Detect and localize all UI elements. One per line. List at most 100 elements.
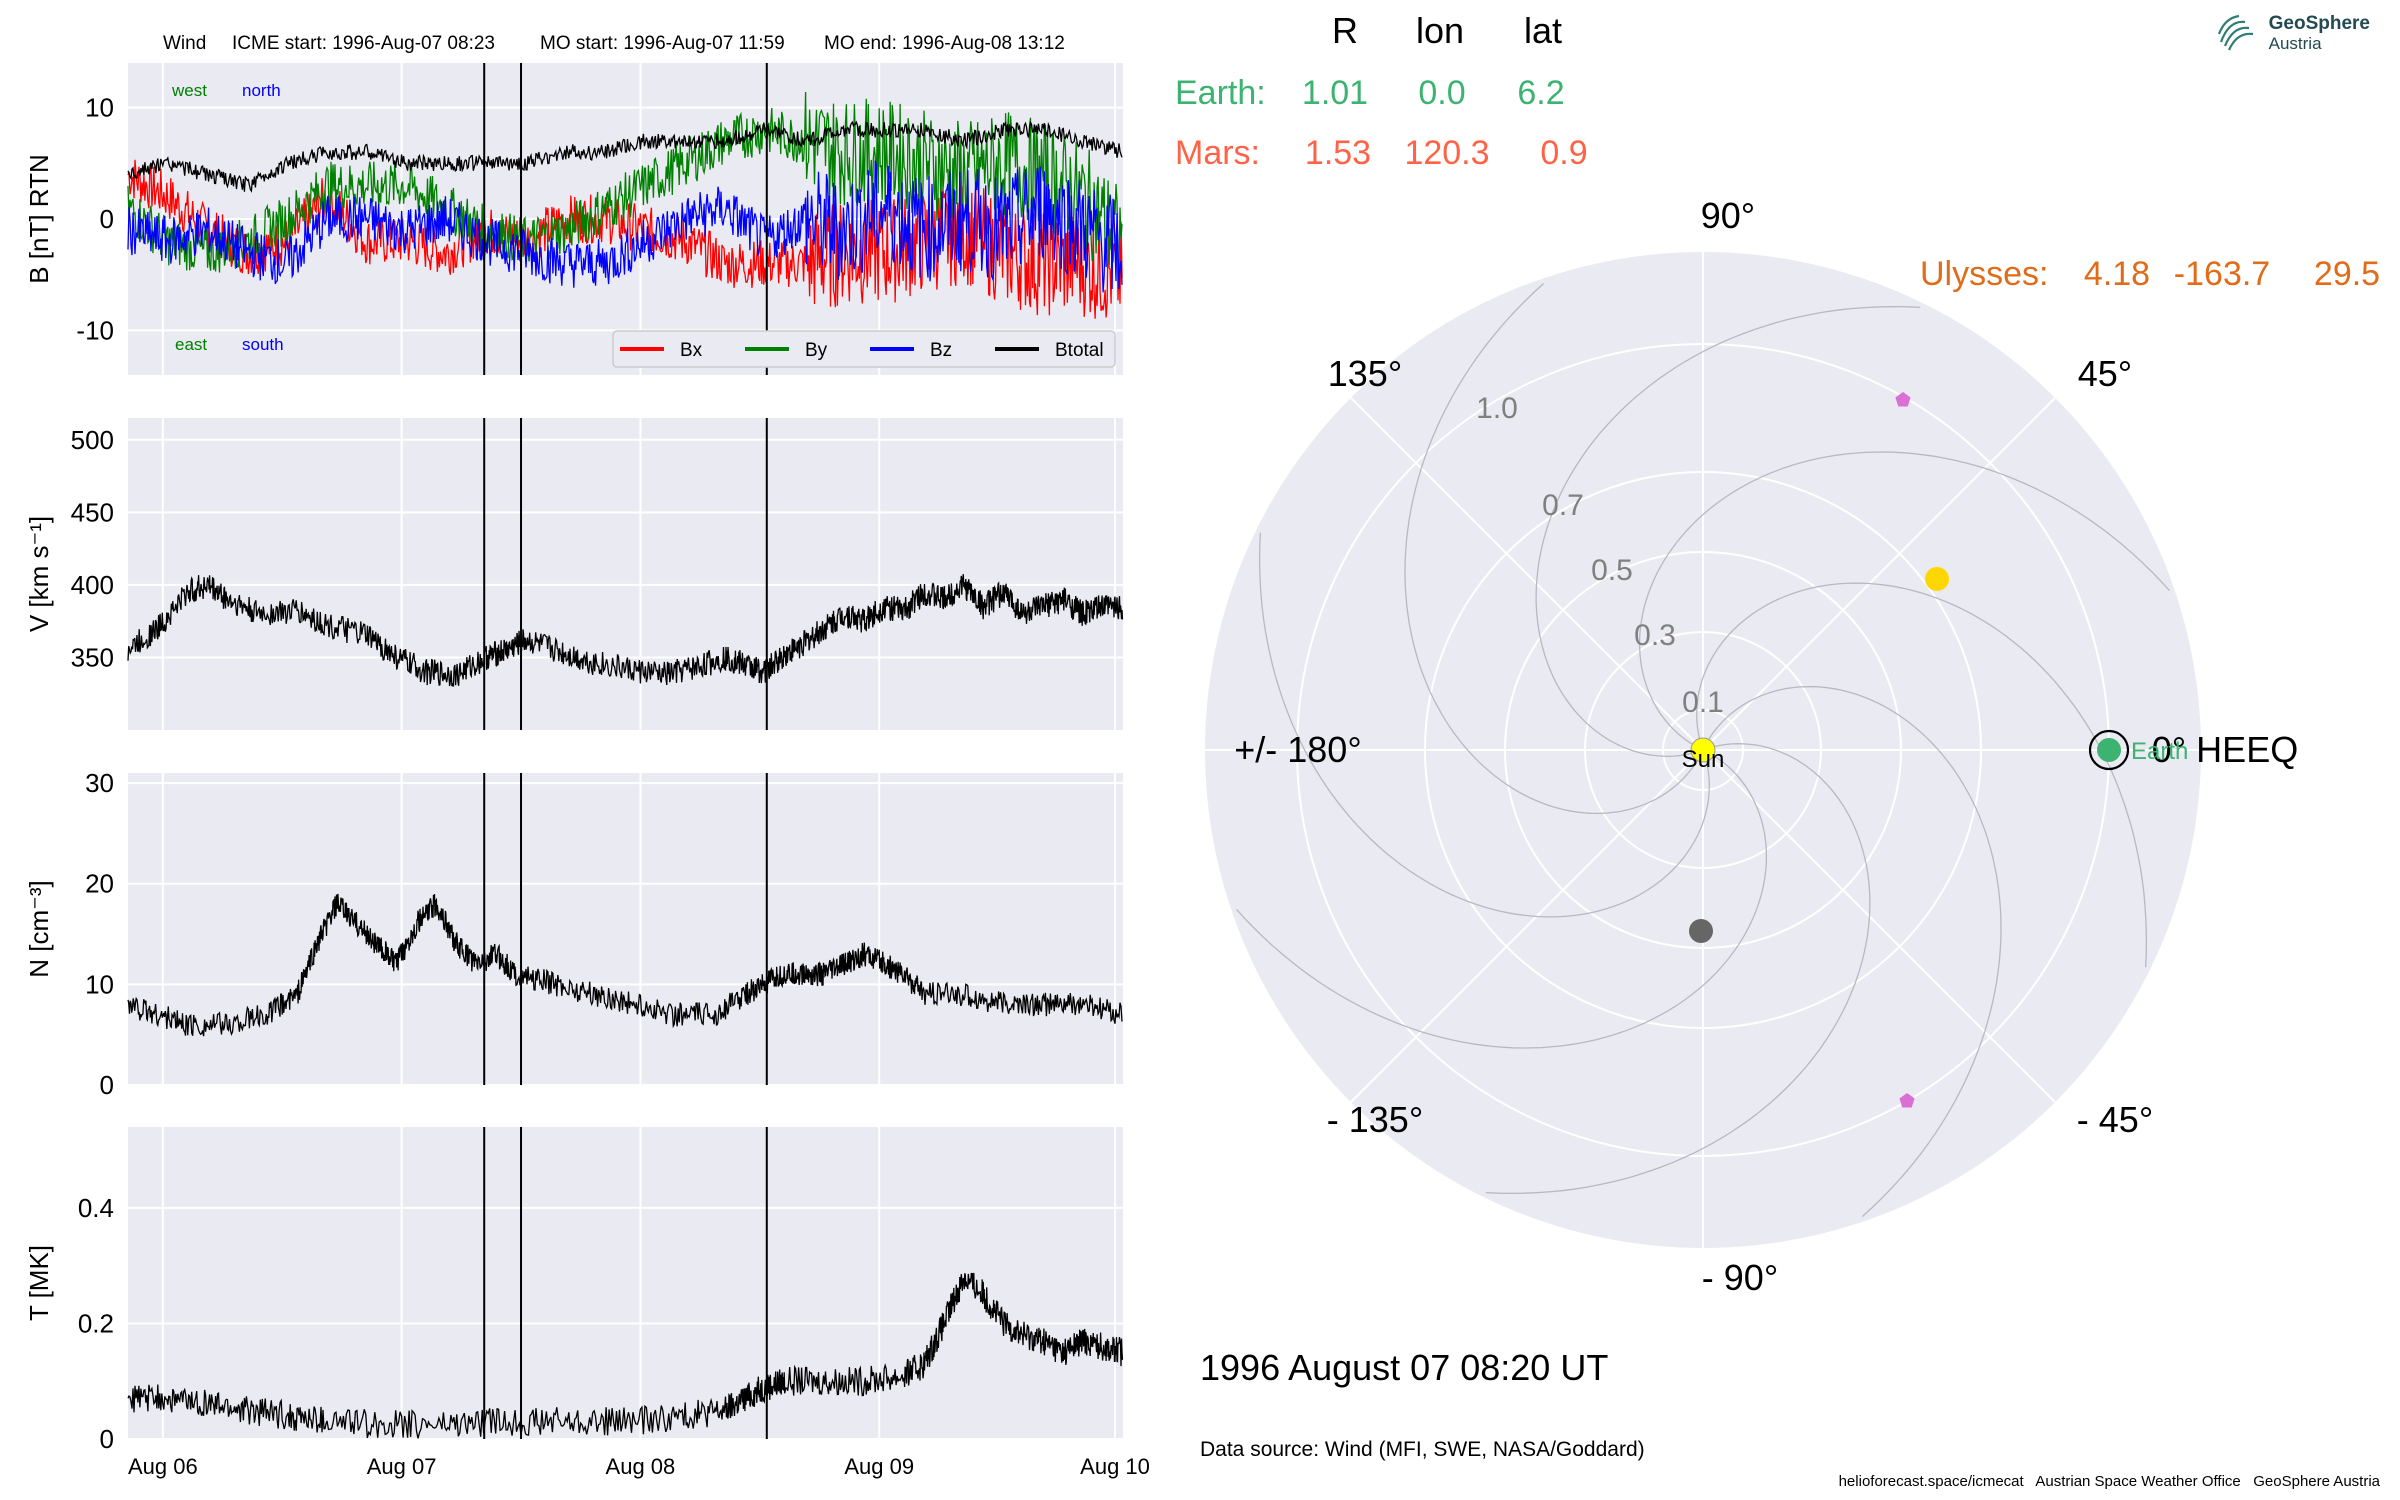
x-tick-label: Aug 10 xyxy=(1080,1454,1150,1479)
earth-row-r: 1.01 xyxy=(1302,74,1368,112)
geosphere-logo-icon xyxy=(2217,14,2253,51)
legend-label-Bz: Bz xyxy=(930,340,952,361)
y-axis-label: N [cm⁻³] xyxy=(24,880,54,978)
y-axis-label: T [MK] xyxy=(24,1245,54,1321)
ulysses-row-r: 4.18 xyxy=(2084,255,2150,293)
legend-frame xyxy=(612,330,1116,368)
radial-tick-label: 0.5 xyxy=(1591,554,1633,587)
position-table: R lon lat Earth: 1.01 0.0 6.2 Mars: 1.53… xyxy=(1175,10,2380,293)
panel-background xyxy=(128,1127,1123,1439)
parker-spirals xyxy=(1236,283,2170,1217)
col-header-lat: lat xyxy=(1524,10,1562,51)
mars-row-lat: 0.9 xyxy=(1540,134,1587,172)
x-tick-label: Aug 08 xyxy=(606,1454,676,1479)
y-tick-label: 0.4 xyxy=(78,1193,114,1223)
mars-row-r: 1.53 xyxy=(1305,134,1371,172)
sun-label: Sun xyxy=(1682,746,1725,773)
venus-marker xyxy=(1925,567,1949,591)
series-line-N xyxy=(127,893,1123,1037)
y-axis-label: V [km s⁻¹] xyxy=(24,516,54,632)
parker-spiral xyxy=(1696,582,2148,968)
parker-spiral xyxy=(1258,532,1710,918)
y-tick-label: 10 xyxy=(85,93,114,123)
logo-line2: Austria xyxy=(2268,34,2322,53)
y-tick-label: 0 xyxy=(100,1424,114,1454)
earth-label: Earth xyxy=(2131,738,2188,765)
mars-row-name: Mars: xyxy=(1175,134,1260,172)
angle-label: 0° HEEQ xyxy=(2152,729,2298,770)
parker-spiral xyxy=(1535,305,1921,757)
annotation-north: north xyxy=(242,81,281,100)
parker-spiral xyxy=(1485,743,1871,1195)
angle-label: +/- 180° xyxy=(1234,729,1361,770)
y-tick-label: 450 xyxy=(71,497,114,527)
geosphere-logo: GeoSphere Austria xyxy=(2215,12,2370,56)
mo-end-label: MO end: 1996-Aug-08 13:12 xyxy=(824,33,1065,54)
panel-background xyxy=(128,773,1123,1085)
y-tick-label: 10 xyxy=(85,969,114,999)
y-tick-label: 350 xyxy=(71,642,114,672)
earth-row-lat: 6.2 xyxy=(1517,74,1564,112)
parker-spiral xyxy=(1702,685,2002,1217)
ulysses-row-lon: -163.7 xyxy=(2174,255,2270,293)
series-line-Bz xyxy=(127,160,1123,293)
y-tick-label: 0.2 xyxy=(78,1308,114,1338)
data-source-label: Data source: Wind (MFI, SWE, NASA/Goddar… xyxy=(1200,1438,1645,1461)
y-axis-label: B [nT] RTN xyxy=(24,154,54,284)
time-series-panels: -10 0 10 B [nT] RTN west north east south Bx By Bz… xyxy=(24,63,1150,1479)
y-tick-label: 400 xyxy=(71,570,114,600)
probe-marker-lower xyxy=(1899,1093,1915,1108)
col-header-lon: lon xyxy=(1416,10,1464,51)
angle-spoke xyxy=(1702,749,2056,1103)
angle-label: - 135° xyxy=(1327,1099,1423,1140)
panel-background xyxy=(128,418,1123,730)
radial-tick-label: 1.0 xyxy=(1476,392,1518,425)
y-tick-label: 500 xyxy=(71,425,114,455)
series-line-V xyxy=(127,574,1124,687)
series-line-Btotal xyxy=(127,120,1123,193)
x-tick-label: Aug 09 xyxy=(844,1454,914,1479)
logo-line1: GeoSphere xyxy=(2268,13,2370,34)
mo-start-label: MO start: 1996-Aug-07 11:59 xyxy=(540,33,785,54)
col-header-r: R xyxy=(1332,10,1358,51)
angle-label: 90° xyxy=(1701,195,1755,236)
earth-marker xyxy=(2097,738,2121,762)
angle-spoke xyxy=(1702,397,2056,751)
legend-label-By: By xyxy=(805,340,828,361)
ulysses-row-name: Ulysses: xyxy=(1920,255,2048,293)
mars-row-lon: 120.3 xyxy=(1404,134,1489,172)
series-line-By xyxy=(127,91,1123,273)
ulysses-row-lat: 29.5 xyxy=(2314,255,2380,293)
angle-spoke xyxy=(1350,749,1704,1103)
legend: Bx By Bz Btotal xyxy=(612,330,1116,368)
y-tick-label: -10 xyxy=(76,315,114,345)
radial-tick-label: 0.1 xyxy=(1682,686,1724,719)
icme-start-label: ICME start: 1996-Aug-07 08:23 xyxy=(232,33,495,54)
angle-label: - 90° xyxy=(1702,1257,1778,1298)
panel-speed: 350 400 450 500 V [km s⁻¹] xyxy=(24,418,1124,730)
angle-spoke xyxy=(1350,397,1704,751)
mercury-marker xyxy=(1689,919,1713,943)
parker-spiral xyxy=(1638,451,2170,751)
earth-row-lon: 0.0 xyxy=(1418,74,1465,112)
y-tick-label: 20 xyxy=(85,869,114,899)
angle-label: 45° xyxy=(2078,353,2132,394)
radial-tick-label: 0.7 xyxy=(1542,489,1584,522)
angle-label: 135° xyxy=(1328,353,1402,394)
annotation-east: east xyxy=(175,335,207,354)
earth-row-name: Earth: xyxy=(1175,74,1266,112)
panel-magnetic-field: -10 0 10 B [nT] RTN west north east south Bx By Bz… xyxy=(24,63,1123,375)
parker-spiral xyxy=(1236,749,1768,1049)
sun-marker xyxy=(1690,737,1716,763)
heliosphere-polar-map: 0.1 0.30.50.7 1.0 0° HEEQ 45° 90° 135° +/- 180°… xyxy=(1205,195,2298,1298)
panel-density: 0 10 20 30 N [cm⁻³] xyxy=(24,768,1123,1100)
earth-ring-marker xyxy=(2088,729,2130,771)
y-tick-label: 0 xyxy=(100,1070,114,1100)
parker-spiral xyxy=(1404,283,1704,815)
x-tick-label: Aug 07 xyxy=(367,1454,437,1479)
legend-label-Bx: Bx xyxy=(680,340,703,361)
spacecraft-name: Wind xyxy=(163,33,206,54)
annotation-south: south xyxy=(242,335,284,354)
x-tick-label: Aug 06 xyxy=(128,1454,198,1479)
